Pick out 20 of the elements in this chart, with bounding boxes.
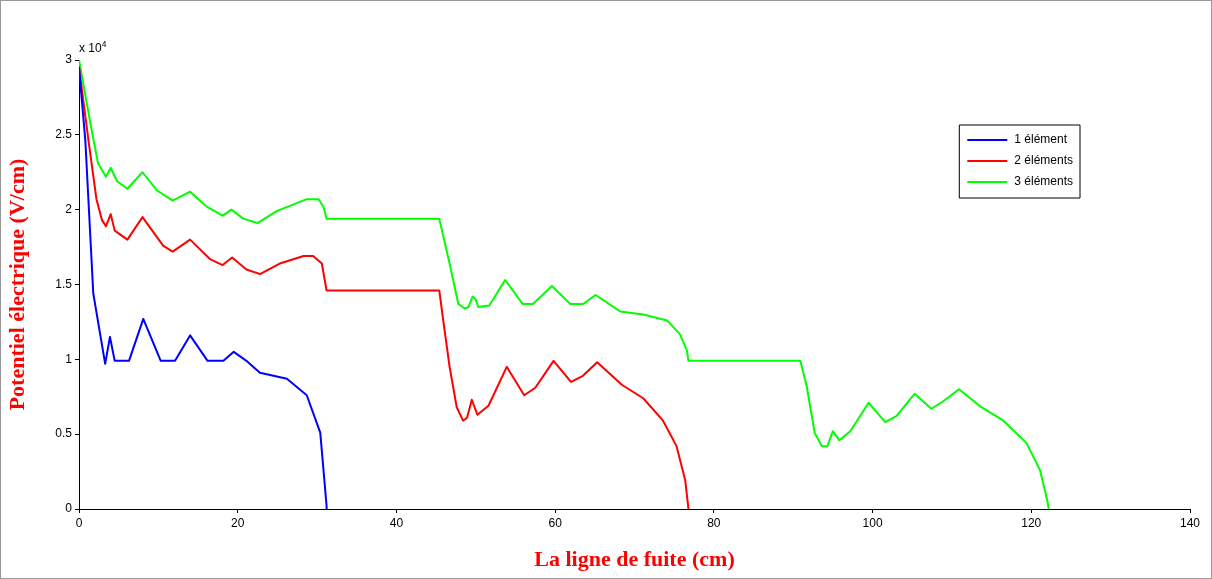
- y-tick-label: 1: [65, 351, 73, 366]
- x-axis-title: La ligne de fuite (cm): [534, 546, 735, 572]
- y-tick-label: 3: [65, 52, 73, 67]
- y-axis-title: Potentiel électrique (V/cm): [3, 158, 29, 411]
- x-tick-label: 40: [389, 515, 404, 530]
- x-tick-label: 0: [75, 515, 83, 530]
- x-tick-label: 140: [1179, 515, 1201, 530]
- legend-label: 1 élément: [1014, 132, 1068, 147]
- x-tick-label: 100: [862, 515, 883, 530]
- x-tick-label: 80: [707, 515, 721, 530]
- x-tick-label: 60: [548, 515, 563, 530]
- y-tick-label: 2: [65, 201, 73, 216]
- legend-label: 2 éléments: [1014, 153, 1073, 168]
- x-tick-label: 20: [231, 515, 245, 530]
- y-tick-label: 0.5: [55, 426, 73, 441]
- legend-label: 3 éléments: [1014, 174, 1073, 189]
- y-tick-label: 1.5: [55, 276, 73, 291]
- x-tick-label: 120: [1021, 515, 1042, 530]
- y-tick-label: 0: [65, 501, 73, 516]
- y-tick-label: 2.5: [55, 127, 73, 142]
